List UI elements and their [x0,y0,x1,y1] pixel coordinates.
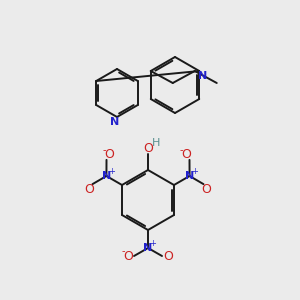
Text: N: N [102,171,111,181]
Text: O: O [202,183,212,196]
Text: N: N [110,117,120,127]
Text: -: - [180,145,183,155]
Text: H: H [152,138,160,148]
Text: +: + [150,238,156,247]
Text: O: O [143,142,153,154]
Text: N: N [185,171,194,181]
Text: +: + [191,167,198,176]
Text: O: O [105,148,114,161]
Text: N: N [143,243,153,253]
Text: O: O [123,250,133,262]
Text: O: O [163,250,173,262]
Text: -: - [103,145,106,155]
Text: -: - [121,246,125,256]
Text: N: N [198,71,207,81]
Text: O: O [182,148,191,161]
Text: O: O [85,183,94,196]
Text: +: + [108,167,115,176]
